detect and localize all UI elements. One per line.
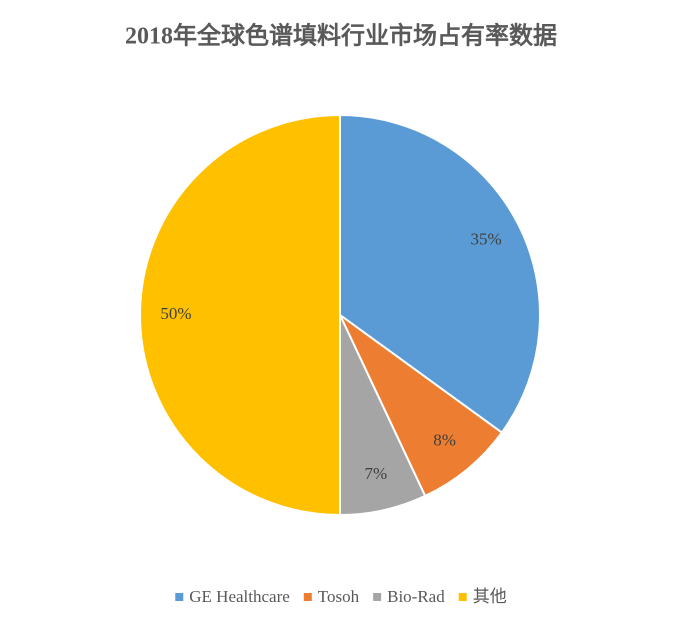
pie-slice <box>139 113 341 517</box>
legend-swatch <box>458 593 467 601</box>
data-label: 8% <box>433 430 456 449</box>
legend-label: 其他 <box>473 587 507 606</box>
legend-label: Tosoh <box>318 587 360 606</box>
pie: 35% 8% 7% 50% <box>139 113 541 517</box>
data-label: 7% <box>364 464 387 483</box>
legend-label: Bio-Rad <box>387 587 445 606</box>
legend-swatch <box>175 593 184 601</box>
data-label: 35% <box>471 229 502 248</box>
chart-title: 2018年全球色谱填料行业市场占有率数据 <box>125 22 557 50</box>
legend: GE Healthcare Tosoh Bio-Rad 其他 <box>175 587 507 606</box>
legend-swatch <box>303 593 312 601</box>
legend-swatch <box>373 593 382 601</box>
pie-slice <box>339 314 504 498</box>
pie-slice <box>339 113 541 434</box>
legend-label: GE Healthcare <box>189 587 290 606</box>
data-label: 50% <box>160 304 191 323</box>
